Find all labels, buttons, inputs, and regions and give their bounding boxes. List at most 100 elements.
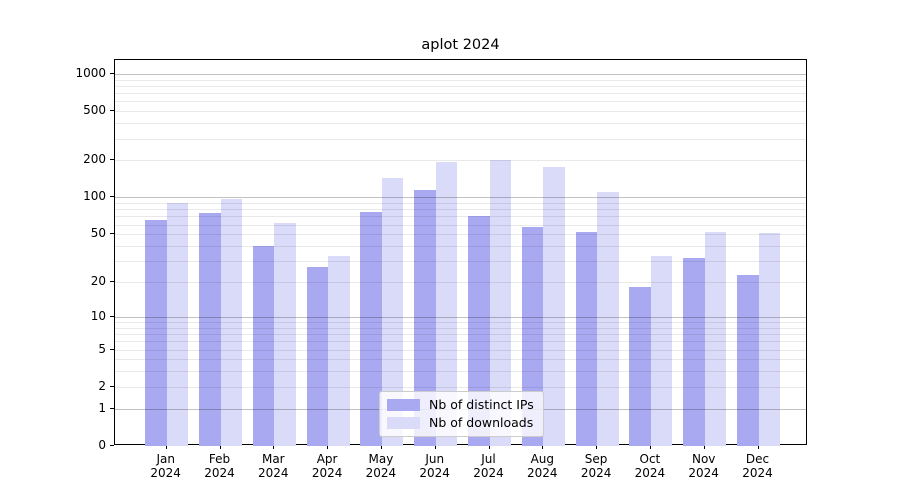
gridline-600 [115, 101, 806, 103]
bar-nb-of-downloads-jul-2024 [489, 159, 511, 446]
y-tick-label-5: 5 [98, 341, 106, 356]
gridline-4 [115, 359, 806, 361]
bar-nb-of-distinct-ips-dec-2024 [737, 274, 759, 446]
legend-swatch-downloads [387, 417, 420, 429]
legend-item-downloads: Nb of downloads [387, 415, 535, 431]
x-tick-feb-2024 [219, 445, 221, 449]
y-tick-label-50: 50 [90, 226, 106, 241]
y-tick-100 [110, 196, 114, 198]
gridline-3 [115, 371, 806, 373]
bar-nb-of-downloads-dec-2024 [758, 233, 780, 446]
x-tick-label-aug-2024: Aug 2024 [527, 452, 558, 480]
x-tick-apr-2024 [327, 445, 329, 449]
x-tick-label-jun-2024: Jun 2024 [419, 452, 450, 480]
bar-nb-of-downloads-feb-2024 [220, 199, 242, 446]
gridline-100 [115, 197, 806, 199]
gridline-20 [115, 282, 806, 284]
bar-nb-of-downloads-oct-2024 [650, 256, 673, 446]
x-tick-label-oct-2024: Oct 2024 [634, 452, 666, 480]
bar-nb-of-distinct-ips-may-2024 [360, 212, 382, 446]
x-tick-dec-2024 [757, 445, 759, 449]
chart-title: aplot 2024 [421, 37, 500, 53]
x-tick-jul-2024 [488, 445, 490, 449]
gridline-400 [115, 123, 806, 125]
x-tick-jan-2024 [165, 445, 167, 449]
y-tick-label-100: 100 [83, 189, 106, 204]
x-tick-sep-2024 [596, 445, 598, 449]
legend-swatch-distinct-ips [387, 399, 420, 411]
gridline-200 [115, 160, 806, 162]
x-tick-may-2024 [380, 445, 382, 449]
gridline-80 [115, 209, 806, 211]
gridline-90 [115, 203, 806, 205]
y-tick-1000 [110, 72, 114, 74]
x-tick-label-dec-2024: Dec 2024 [742, 452, 773, 480]
x-tick-label-jul-2024: Jul 2024 [473, 452, 504, 480]
y-tick-20 [110, 281, 114, 283]
bar-nb-of-distinct-ips-mar-2024 [252, 246, 275, 446]
x-tick-label-feb-2024: Feb 2024 [204, 452, 235, 480]
gridline-900 [115, 79, 806, 81]
gridline-50 [115, 234, 806, 236]
legend: Nb of distinct IPs Nb of downloads [379, 391, 544, 437]
y-tick-500 [110, 110, 114, 112]
gridline-8 [115, 327, 806, 329]
plot-area [114, 59, 807, 446]
x-tick-label-jan-2024: Jan 2024 [150, 452, 181, 480]
y-tick-0 [110, 445, 114, 446]
bar-nb-of-downloads-nov-2024 [704, 232, 727, 446]
y-tick-label-500: 500 [83, 103, 106, 118]
gridline-1000 [115, 73, 806, 75]
x-tick-aug-2024 [542, 445, 544, 449]
bar-nb-of-distinct-ips-jul-2024 [468, 215, 490, 446]
x-tick-oct-2024 [649, 445, 651, 449]
legend-item-distinct-ips: Nb of distinct IPs [387, 397, 535, 413]
bar-nb-of-distinct-ips-sep-2024 [575, 232, 598, 446]
gridline-40 [115, 246, 806, 247]
y-tick-label-1: 1 [98, 400, 106, 415]
bar-nb-of-distinct-ips-feb-2024 [199, 212, 221, 446]
y-tick-label-1000: 1000 [75, 65, 106, 80]
legend-label-distinct-ips: Nb of distinct IPs [429, 397, 534, 412]
bar-nb-of-distinct-ips-jan-2024 [145, 220, 167, 446]
x-tick-label-may-2024: May 2024 [365, 452, 397, 480]
x-tick-label-mar-2024: Mar 2024 [258, 452, 289, 480]
y-tick-2 [110, 385, 114, 387]
gridline-70 [115, 216, 806, 218]
gridline-500 [115, 111, 806, 113]
y-tick-200 [110, 159, 114, 161]
y-tick-label-20: 20 [90, 274, 106, 289]
bar-nb-of-distinct-ips-jun-2024 [414, 190, 436, 446]
bar-nb-of-downloads-sep-2024 [597, 192, 619, 446]
y-tick-1 [110, 407, 114, 409]
gridline-60 [115, 224, 806, 226]
gridline-9 [115, 322, 806, 323]
gridline-6 [115, 341, 806, 343]
x-tick-label-nov-2024: Nov 2024 [688, 452, 719, 480]
bar-nb-of-downloads-jun-2024 [435, 161, 458, 446]
bar-nb-of-downloads-jan-2024 [166, 203, 189, 446]
legend-label-downloads: Nb of downloads [429, 415, 534, 430]
y-tick-10 [110, 315, 114, 317]
x-tick-jun-2024 [434, 445, 436, 449]
gridline-10 [115, 316, 806, 318]
bar-nb-of-distinct-ips-apr-2024 [306, 266, 329, 446]
y-tick-label-2: 2 [98, 378, 106, 393]
y-tick-5 [110, 348, 114, 350]
gridline-800 [115, 85, 806, 87]
x-tick-nov-2024 [703, 445, 705, 449]
bar-nb-of-downloads-mar-2024 [274, 222, 296, 446]
bar-nb-of-distinct-ips-nov-2024 [683, 257, 705, 446]
gridline-2 [115, 386, 806, 388]
y-tick-50 [110, 233, 114, 235]
y-tick-label-200: 200 [83, 152, 106, 167]
x-tick-label-sep-2024: Sep 2024 [580, 452, 612, 480]
x-tick-mar-2024 [273, 445, 275, 449]
x-tick-label-apr-2024: Apr 2024 [311, 452, 343, 480]
gridline-7 [115, 334, 806, 336]
gridline-700 [115, 93, 806, 95]
gridline-5 [115, 349, 806, 351]
gridline-300 [115, 138, 806, 140]
y-tick-label-10: 10 [90, 308, 106, 323]
